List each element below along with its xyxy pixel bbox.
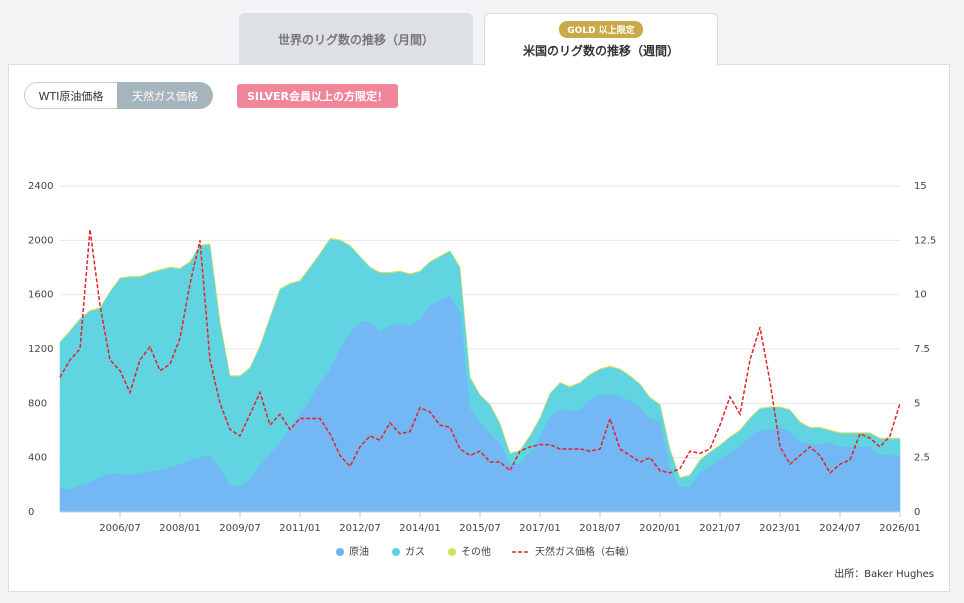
legend-label: 原油: [349, 545, 369, 558]
x-tick-label: 2021/07: [699, 523, 741, 534]
y-tick-label: 2400: [28, 181, 53, 192]
legend-label: ガス: [405, 546, 425, 558]
x-tick-label: 2020/01: [639, 523, 681, 534]
legend-label: 天然ガス価格（右軸）: [535, 545, 635, 558]
y-tick-label: 800: [28, 398, 47, 409]
y2-tick-label: 15: [914, 181, 927, 192]
legend-swatch: [392, 548, 400, 556]
x-tick-label: 2026/01: [879, 523, 921, 534]
x-tick-label: 2024/07: [819, 523, 861, 534]
x-tick-label: 2017/01: [519, 523, 561, 534]
y2-tick-label: 10: [914, 290, 927, 301]
x-tick-label: 2023/01: [759, 523, 801, 534]
x-tick-label: 2018/07: [579, 523, 621, 534]
notice: SILVER会員以上の方限定！: [237, 84, 399, 108]
y2-tick-label: 2.5: [914, 453, 930, 464]
area: [59, 238, 901, 479]
x-tick-label: 2009/07: [219, 523, 261, 534]
tab[interactable]: GOLD 以上限定米国のリグ数の推移（週間）: [484, 13, 718, 66]
toggle-button[interactable]: 天然ガス価格: [117, 82, 213, 109]
y-tick-label: 0: [28, 507, 34, 518]
legend-label: その他: [461, 545, 491, 558]
legend-swatch: [448, 548, 456, 556]
y2-tick-label: 12.5: [914, 235, 936, 246]
x-tick-label: 2012/07: [339, 523, 381, 534]
tab[interactable]: 世界のリグ数の推移（月間）: [239, 13, 473, 65]
source: 出所：Baker Hughes: [834, 569, 934, 580]
y-tick-label: 400: [28, 453, 47, 464]
y2-tick-label: 5: [914, 398, 920, 409]
x-tick-label: 2015/07: [459, 523, 501, 534]
tab-label: 米国のリグ数の推移（週間）: [522, 44, 679, 58]
x-tick-label: 2006/07: [99, 523, 141, 534]
x-tick-label: 2011/01: [279, 523, 321, 534]
tab-badge: GOLD 以上限定: [559, 21, 643, 38]
x-tick-label: 2008/01: [159, 523, 201, 534]
y-tick-label: 2000: [28, 235, 53, 246]
x-tick-label: 2014/01: [399, 523, 441, 534]
y-tick-label: 1200: [28, 344, 53, 355]
y2-tick-label: 7.5: [914, 344, 930, 355]
tab-label: 世界のリグ数の推移（月間）: [277, 32, 434, 47]
y-tick-label: 1600: [28, 290, 53, 301]
line: [59, 229, 901, 475]
y2-tick-label: 0: [914, 507, 920, 518]
legend-swatch: [336, 548, 344, 556]
